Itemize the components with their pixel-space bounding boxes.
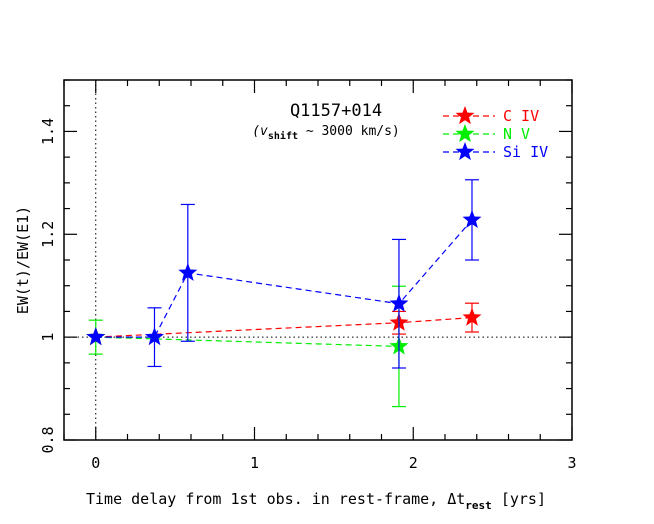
x-axis-label-main: Time delay from 1st obs. in rest-frame, … [86, 490, 465, 508]
y-axis-label: EW(t)/EW(E1) [14, 206, 32, 314]
chart-title: Q1157+014 [290, 101, 382, 121]
series-layer [86, 179, 482, 408]
x-tick-label: 2 [409, 454, 418, 472]
x-tick-label: 3 [567, 454, 576, 472]
data-point-si-iv [145, 327, 164, 346]
y-tick-label: 1 [39, 333, 57, 342]
legend-marker-n-v [455, 124, 475, 143]
y-tick-label: 0.8 [39, 426, 57, 453]
data-point-si-iv [389, 293, 409, 312]
chart-subtitle-subscript: shift [268, 130, 298, 142]
tick-labels: 0 1 2 3 0.8 1 1.2 1.4 [39, 118, 577, 472]
chart-subtitle: (vshift ~ 3000 km/s) [252, 124, 400, 142]
data-point-si-iv [462, 209, 482, 228]
legend-label-si-iv: Si IV [503, 143, 548, 161]
reference-lines [64, 80, 572, 440]
series-si-iv [86, 179, 482, 369]
legend-label-n-v: N V [503, 125, 530, 143]
data-point-c-iv [462, 307, 482, 326]
data-point-si-iv [178, 262, 198, 281]
legend-label-c-iv: C IV [503, 107, 539, 125]
legend-marker-si-iv [455, 142, 475, 161]
x-axis-label: Time delay from 1st obs. in rest-frame, … [86, 490, 546, 512]
axis-ticks [63, 79, 573, 441]
chart-subtitle-prefix: (v [252, 124, 268, 139]
series-line-n-v [95, 336, 400, 347]
series-n-v [86, 285, 409, 408]
series-line-si-iv [95, 219, 473, 338]
x-axis-label-suffix: [yrs] [492, 490, 546, 508]
data-point-si-iv [86, 327, 106, 346]
y-tick-label: 1.2 [39, 221, 57, 248]
x-axis-label-subscript: rest [465, 499, 492, 512]
chart-subtitle-suffix: ~ 3000 km/s) [298, 124, 400, 139]
series-c-iv [86, 302, 482, 346]
x-tick-label: 0 [91, 454, 100, 472]
legend-marker-c-iv [455, 106, 475, 125]
y-tick-label: 1.4 [39, 118, 57, 145]
legend: C IVN VSi IV [443, 106, 548, 161]
x-tick-label: 1 [250, 454, 259, 472]
